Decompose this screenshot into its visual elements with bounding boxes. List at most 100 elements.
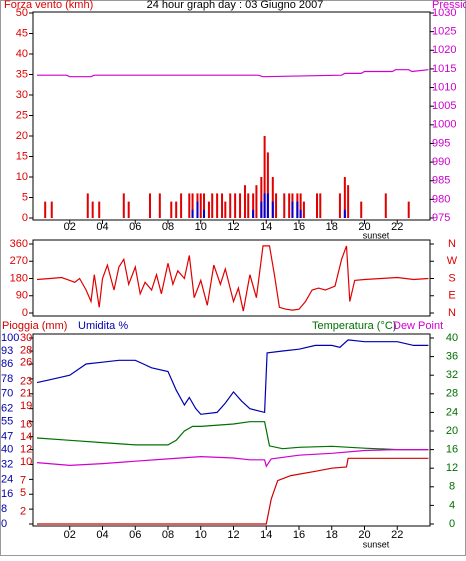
- y-tick-label: 25: [16, 109, 28, 121]
- bar: [266, 193, 269, 218]
- y-tick-label: 32: [1, 458, 13, 470]
- y2-tick-label: 40: [446, 332, 458, 344]
- bar: [338, 193, 341, 218]
- y-tick-label: 90: [16, 290, 28, 302]
- y3-tick-label: 28: [20, 344, 32, 356]
- x-tick-label: 10: [195, 221, 207, 233]
- series-line: [36, 339, 429, 415]
- bar: [148, 193, 151, 218]
- y-tick-label: 55: [1, 416, 13, 428]
- x-tick-label: 16: [293, 529, 305, 541]
- y2-tick-label: N: [448, 307, 456, 319]
- bar: [252, 193, 255, 218]
- y-tick-label: 93: [1, 345, 13, 357]
- y3-tick-label: 19: [20, 400, 32, 412]
- y2-tick-label: 1000: [432, 119, 456, 131]
- y-tick-label: 360: [10, 238, 28, 250]
- bar: [288, 193, 291, 218]
- y2-tick-label: 32: [446, 369, 458, 381]
- bar: [266, 152, 269, 218]
- x-tick-label: 20: [358, 221, 370, 233]
- y3-tick-label: 16: [20, 419, 32, 431]
- series-label: Dew Point: [393, 320, 443, 332]
- bar: [302, 201, 305, 218]
- bar: [122, 193, 125, 218]
- bar: [158, 193, 161, 218]
- x-tick-label: 10: [195, 529, 207, 541]
- x-tick-label: 18: [326, 529, 338, 541]
- bar: [316, 193, 319, 218]
- x-tick-label: 22: [391, 529, 403, 541]
- y2-tick-label: 16: [446, 444, 458, 456]
- x-tick-label: 20: [358, 529, 370, 541]
- y-tick-label: 62: [1, 403, 13, 415]
- y2-tick-label: 4: [449, 499, 455, 511]
- annotation: sunset: [363, 230, 390, 240]
- y2-tick-label: W: [447, 255, 458, 267]
- y-tick-label: 0: [22, 307, 28, 319]
- bar: [229, 193, 232, 218]
- bar: [207, 201, 210, 218]
- y2-tick-label: 36: [446, 351, 458, 363]
- y2-tick-label: 12: [446, 462, 458, 474]
- x-tick-label: 06: [129, 529, 141, 541]
- y-tick-label: 35: [16, 68, 28, 80]
- bar: [180, 193, 183, 218]
- bar: [299, 193, 302, 218]
- x-tick-label: 06: [129, 221, 141, 233]
- bar: [263, 136, 266, 218]
- y-tick-label: 40: [1, 444, 13, 456]
- bar: [203, 193, 206, 218]
- bar: [98, 201, 101, 218]
- y-tick-label: 0: [22, 212, 28, 224]
- bar: [291, 201, 294, 218]
- y3-tick-label: 2: [20, 506, 26, 518]
- y2-tick-label: 24: [446, 406, 458, 418]
- y-tick-label: 180: [10, 272, 28, 284]
- y3-tick-label: 30: [20, 332, 32, 344]
- y3-tick-label: 26: [20, 357, 32, 369]
- y2-tick-label: 990: [432, 156, 450, 168]
- y2-tick-label: 980: [432, 193, 450, 205]
- series-line: [36, 449, 429, 468]
- y-tick-label: 47: [1, 430, 13, 442]
- bar: [50, 201, 53, 218]
- y3-tick-label: 10: [20, 456, 32, 468]
- y3-tick-label: 23: [20, 375, 32, 387]
- y2-tick-label: 1030: [432, 7, 456, 19]
- x-tick-label: 02: [64, 221, 76, 233]
- series-label: Forza vento (kmh): [4, 0, 93, 11]
- bar: [247, 193, 250, 218]
- x-tick-label: 16: [293, 221, 305, 233]
- x-tick-label: 12: [227, 529, 239, 541]
- y2-tick-label: 1015: [432, 63, 456, 75]
- y2-tick-label: 1010: [432, 81, 456, 93]
- bar: [234, 193, 237, 218]
- y2-tick-label: 985: [432, 175, 450, 187]
- y2-tick-label: E: [448, 290, 455, 302]
- y-tick-label: 100: [1, 332, 19, 344]
- y-tick-label: 270: [10, 255, 28, 267]
- bar: [188, 193, 191, 218]
- x-tick-label: 04: [96, 221, 108, 233]
- annotation: sunset: [363, 539, 390, 549]
- y2-tick-label: 1025: [432, 26, 456, 38]
- x-tick-label: 18: [326, 221, 338, 233]
- bar: [224, 201, 227, 218]
- x-tick-label: 14: [260, 221, 272, 233]
- bar: [275, 193, 278, 218]
- y-tick-label: 45: [16, 27, 28, 39]
- y2-tick-label: N: [448, 238, 456, 250]
- bar: [360, 201, 363, 218]
- bar: [343, 209, 346, 218]
- bar: [191, 209, 194, 218]
- x-tick-label: 02: [64, 529, 76, 541]
- y2-tick-label: 8: [449, 481, 455, 493]
- y2-tick-label: 0: [449, 518, 455, 530]
- bar: [252, 209, 255, 218]
- bar: [263, 193, 266, 218]
- series-label: Pioggia (mm): [2, 320, 67, 332]
- bar: [211, 193, 214, 218]
- bar: [86, 193, 89, 218]
